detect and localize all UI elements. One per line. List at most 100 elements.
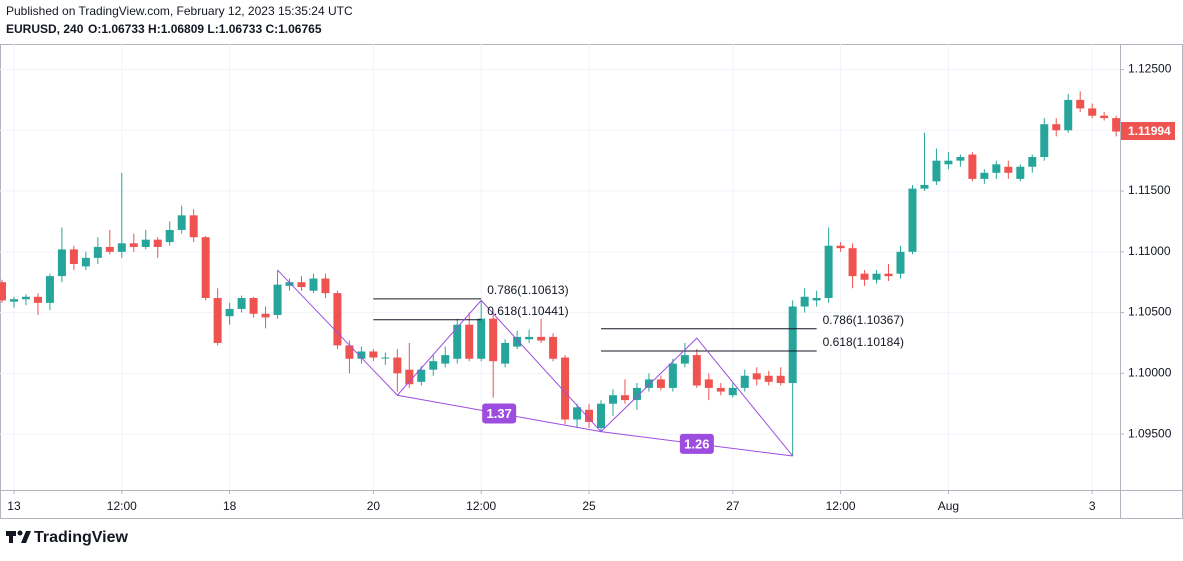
candle-body bbox=[177, 215, 186, 230]
candle-body bbox=[345, 345, 354, 359]
candle-body bbox=[680, 355, 689, 364]
x-tick-label: 25 bbox=[582, 499, 596, 513]
y-tick-label: 1.11000 bbox=[1128, 244, 1171, 258]
candle-body bbox=[441, 355, 450, 364]
candle-body bbox=[908, 188, 917, 252]
candle-body bbox=[489, 318, 498, 362]
candle-body bbox=[369, 351, 378, 358]
candle-body bbox=[608, 395, 617, 404]
candle-body bbox=[1064, 99, 1073, 131]
fib-label: 0.786(1.10613) bbox=[487, 283, 568, 297]
candle-body bbox=[632, 387, 641, 401]
candle-body bbox=[201, 237, 210, 298]
brand-logo bbox=[6, 530, 31, 543]
candle-body bbox=[525, 336, 534, 340]
candle-body bbox=[1004, 166, 1013, 173]
y-tick-label: 1.09500 bbox=[1128, 426, 1172, 440]
candle-body bbox=[273, 284, 282, 316]
candle-body bbox=[9, 299, 18, 302]
candle-body bbox=[45, 276, 54, 303]
candle-body bbox=[333, 293, 342, 346]
candle-body bbox=[872, 273, 881, 280]
candle-body bbox=[573, 407, 582, 420]
y-tick-label: 1.10000 bbox=[1128, 366, 1172, 380]
candle-body bbox=[728, 387, 737, 396]
candle-body bbox=[944, 160, 953, 165]
pattern-base bbox=[397, 394, 793, 457]
x-tick-label: 12:00 bbox=[826, 499, 856, 513]
last-price-label: 1.11994 bbox=[1128, 124, 1171, 138]
candle-body bbox=[776, 375, 785, 384]
ratio-box bbox=[679, 433, 714, 454]
candle-body bbox=[129, 243, 138, 247]
y-tick-label: 1.10500 bbox=[1128, 305, 1172, 319]
candle-body bbox=[33, 296, 42, 303]
candle-body bbox=[1088, 108, 1097, 116]
y-tick-label: 1.12500 bbox=[1128, 62, 1172, 76]
ohlc: O:1.06733 H:1.06809 L:1.06733 C:1.06765 bbox=[88, 22, 322, 36]
symbol: EURUSD, 240 bbox=[6, 22, 84, 36]
candle-body bbox=[249, 297, 258, 314]
candle-body bbox=[57, 249, 66, 277]
candle-body bbox=[81, 257, 90, 267]
brand: TradingView bbox=[34, 529, 129, 546]
x-tick-label: 12:00 bbox=[466, 499, 496, 513]
candle-body bbox=[237, 297, 246, 309]
candle-body bbox=[549, 336, 558, 359]
candle-body bbox=[1040, 124, 1049, 158]
candle-body bbox=[836, 245, 845, 249]
candle-body bbox=[153, 239, 162, 247]
candle-body bbox=[884, 273, 893, 277]
candle-body bbox=[1076, 99, 1085, 109]
candle-body bbox=[896, 251, 905, 274]
axes: 1.095001.100001.105001.110001.115001.120… bbox=[7, 62, 1175, 513]
candle-body bbox=[309, 278, 318, 291]
candle-body bbox=[860, 273, 869, 280]
candle-body bbox=[992, 164, 1001, 173]
grid bbox=[0, 44, 1120, 490]
plot bbox=[0, 91, 1120, 457]
candle-body bbox=[692, 355, 701, 386]
frame bbox=[0, 44, 1183, 519]
candle-body bbox=[597, 403, 605, 429]
candle-body bbox=[213, 297, 222, 343]
candle-body bbox=[644, 379, 653, 388]
candle-body bbox=[453, 324, 462, 359]
candle-body bbox=[764, 375, 773, 382]
candle-body bbox=[620, 395, 629, 401]
candle-body bbox=[1028, 157, 1037, 167]
x-tick-label: 20 bbox=[367, 499, 381, 513]
candle-body bbox=[105, 246, 114, 252]
x-tick-label: 27 bbox=[726, 499, 740, 513]
candle-body bbox=[716, 387, 725, 392]
candle-body bbox=[165, 229, 174, 243]
candle-body bbox=[117, 243, 126, 252]
candle-body bbox=[321, 278, 330, 294]
x-tick-label: 13 bbox=[7, 499, 21, 513]
y-tick-label: 1.11500 bbox=[1128, 183, 1171, 197]
published-note: Published on TradingView.com, February 1… bbox=[6, 4, 353, 18]
candle-body bbox=[668, 363, 677, 388]
candle-body bbox=[465, 324, 474, 359]
candle-body bbox=[956, 157, 965, 161]
candle-body bbox=[93, 246, 102, 258]
pattern-zigzag bbox=[277, 269, 794, 457]
candle-body bbox=[429, 361, 438, 370]
candle-body bbox=[21, 296, 30, 300]
candle-body bbox=[261, 313, 270, 318]
candle-body bbox=[189, 215, 198, 238]
candle-body bbox=[704, 379, 713, 388]
candle-body bbox=[752, 373, 761, 380]
candle-body bbox=[656, 379, 665, 388]
candle-body bbox=[561, 357, 570, 420]
candle-body bbox=[1100, 115, 1109, 119]
candle-body bbox=[501, 342, 510, 364]
candle-body bbox=[0, 282, 6, 301]
candle-body bbox=[1052, 124, 1061, 131]
x-tick-label: Aug bbox=[938, 499, 959, 513]
candle-body bbox=[848, 248, 857, 277]
candle-body bbox=[1016, 166, 1025, 179]
x-tick-label: 3 bbox=[1089, 499, 1096, 513]
candle-body bbox=[393, 357, 402, 374]
